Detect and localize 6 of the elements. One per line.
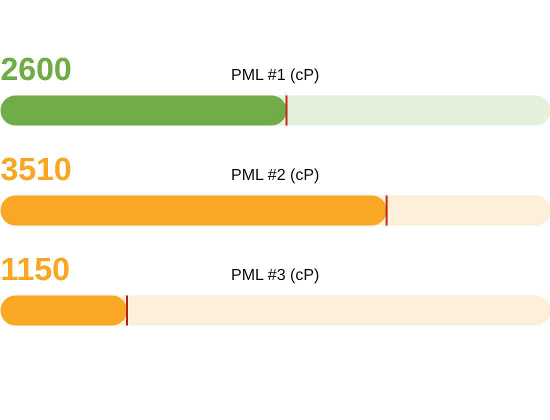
y-tick-label: PML #1 (cP) [231, 67, 320, 84]
data-label: 2600 [0, 51, 72, 87]
y-tick-label: PML #2 (cP) [231, 167, 320, 184]
y-tick-label: PML #3 (cP) [231, 267, 320, 284]
data-label: 3510 [0, 151, 72, 187]
data-label: 1150 [0, 251, 70, 287]
